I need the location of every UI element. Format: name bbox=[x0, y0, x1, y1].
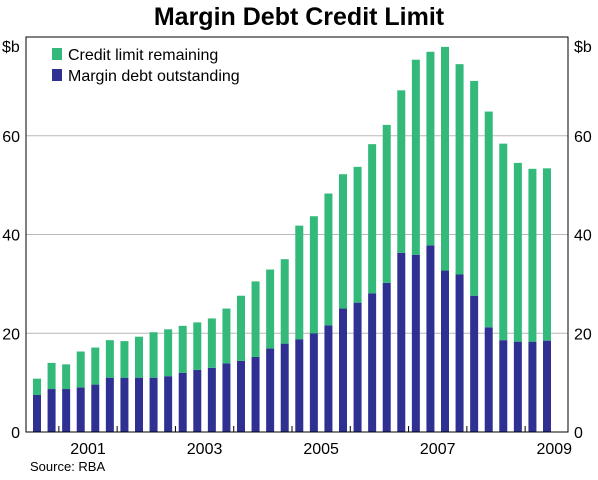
plot-frame bbox=[25, 36, 569, 433]
bar-credit-limit-remaining bbox=[455, 64, 464, 275]
bar-credit-limit-remaining bbox=[543, 168, 551, 341]
tick-labels: 0 0 20 20 40 40 60 60 $b $b 2001 2003 2005 2007 2009 bbox=[2, 39, 592, 458]
bar-credit-limit-remaining bbox=[193, 322, 202, 370]
bar-credit-limit-remaining bbox=[251, 281, 260, 357]
bar-margin-debt-outstanding bbox=[120, 377, 129, 432]
bar-credit-limit-remaining bbox=[62, 364, 71, 390]
bar-credit-limit-remaining bbox=[222, 308, 231, 364]
bar-credit-limit-remaining bbox=[441, 46, 449, 271]
y-unit-left: $b bbox=[2, 39, 20, 56]
y-tick-label-left: 60 bbox=[2, 129, 20, 146]
bar-credit-limit-remaining bbox=[309, 216, 318, 334]
bar-credit-limit-remaining bbox=[47, 362, 56, 390]
y-tick-label-right: 20 bbox=[574, 326, 592, 343]
bar-margin-debt-outstanding bbox=[528, 341, 537, 432]
bar-credit-limit-remaining bbox=[280, 259, 289, 344]
y-tick-label-right: 40 bbox=[574, 228, 592, 245]
bar-credit-limit-remaining bbox=[397, 90, 406, 253]
bars bbox=[33, 46, 551, 432]
y-tick-label-right: 0 bbox=[574, 425, 583, 442]
bar-credit-limit-remaining bbox=[237, 295, 245, 361]
bar-margin-debt-outstanding bbox=[411, 254, 420, 432]
y-unit-right: $b bbox=[574, 39, 592, 56]
bar-credit-limit-remaining bbox=[324, 193, 333, 326]
bar-margin-debt-outstanding bbox=[76, 387, 85, 432]
bar-credit-limit-remaining bbox=[484, 111, 493, 328]
bar-credit-limit-remaining bbox=[426, 51, 435, 246]
bar-margin-debt-outstanding bbox=[470, 295, 479, 432]
y-tick-label-left: 40 bbox=[2, 228, 20, 245]
bar-margin-debt-outstanding bbox=[397, 252, 406, 432]
x-tick-label: 2007 bbox=[420, 441, 456, 458]
bar-margin-debt-outstanding bbox=[499, 340, 508, 432]
y-tick-label-left: 20 bbox=[2, 326, 20, 343]
bar-margin-debt-outstanding bbox=[91, 384, 100, 432]
bar-margin-debt-outstanding bbox=[193, 369, 202, 432]
bar-credit-limit-remaining bbox=[295, 225, 304, 340]
bar-credit-limit-remaining bbox=[382, 124, 391, 283]
y-tick-label-right: 60 bbox=[574, 129, 592, 146]
bar-margin-debt-outstanding bbox=[324, 325, 333, 432]
bar-credit-limit-remaining bbox=[528, 168, 537, 342]
bar-margin-debt-outstanding bbox=[207, 367, 216, 432]
bar-margin-debt-outstanding bbox=[62, 389, 71, 432]
bar-margin-debt-outstanding bbox=[295, 339, 304, 432]
bar-margin-debt-outstanding bbox=[266, 348, 275, 432]
bar-credit-limit-remaining bbox=[470, 80, 479, 296]
bar-margin-debt-outstanding bbox=[280, 343, 289, 432]
x-tick-label: 2009 bbox=[536, 441, 572, 458]
bar-margin-debt-outstanding bbox=[164, 376, 173, 432]
bar-margin-debt-outstanding bbox=[455, 274, 464, 432]
legend-credit-limit-remaining-swatch bbox=[52, 48, 62, 60]
bar-margin-debt-outstanding bbox=[309, 333, 318, 432]
bar-credit-limit-remaining bbox=[135, 336, 143, 378]
bar-credit-limit-remaining bbox=[207, 318, 216, 368]
bar-margin-debt-outstanding bbox=[149, 377, 158, 432]
bar-margin-debt-outstanding bbox=[237, 360, 245, 432]
bar-margin-debt-outstanding bbox=[484, 327, 493, 432]
x-tick-label: 2003 bbox=[187, 441, 223, 458]
bar-credit-limit-remaining bbox=[105, 340, 114, 378]
x-tick-label: 2005 bbox=[303, 441, 339, 458]
bar-credit-limit-remaining bbox=[368, 144, 377, 294]
bar-credit-limit-remaining bbox=[76, 351, 85, 388]
legend: Credit limit remaining Margin debt outsta… bbox=[52, 47, 240, 85]
legend-margin-debt-outstanding-label: Margin debt outstanding bbox=[68, 68, 240, 85]
bar-credit-limit-remaining bbox=[91, 347, 100, 385]
bar-margin-debt-outstanding bbox=[353, 302, 362, 432]
bar-margin-debt-outstanding bbox=[543, 340, 551, 432]
bar-margin-debt-outstanding bbox=[513, 341, 522, 432]
bar-credit-limit-remaining bbox=[164, 329, 173, 377]
bar-credit-limit-remaining bbox=[411, 59, 420, 255]
source-note: Source: RBA bbox=[30, 459, 106, 474]
axes bbox=[25, 36, 569, 433]
bar-credit-limit-remaining bbox=[178, 325, 187, 373]
bar-margin-debt-outstanding bbox=[441, 270, 449, 432]
x-tick-label: 2001 bbox=[70, 441, 106, 458]
bar-margin-debt-outstanding bbox=[105, 377, 114, 432]
bar-margin-debt-outstanding bbox=[339, 308, 347, 432]
bar-credit-limit-remaining bbox=[513, 162, 522, 342]
legend-margin-debt-outstanding-swatch bbox=[52, 69, 62, 81]
bar-margin-debt-outstanding bbox=[135, 377, 143, 432]
bar-margin-debt-outstanding bbox=[47, 389, 56, 432]
bar-credit-limit-remaining bbox=[120, 341, 129, 378]
bar-credit-limit-remaining bbox=[149, 332, 158, 378]
legend-credit-limit-remaining-label: Credit limit remaining bbox=[68, 47, 218, 64]
bar-credit-limit-remaining bbox=[353, 166, 362, 303]
bar-credit-limit-remaining bbox=[499, 143, 508, 341]
bar-margin-debt-outstanding bbox=[33, 394, 41, 432]
bar-credit-limit-remaining bbox=[339, 174, 347, 309]
y-tick-label-left: 0 bbox=[11, 425, 20, 442]
bar-margin-debt-outstanding bbox=[222, 363, 231, 432]
bar-margin-debt-outstanding bbox=[382, 282, 391, 432]
bar-margin-debt-outstanding bbox=[426, 245, 435, 432]
bar-margin-debt-outstanding bbox=[251, 356, 260, 432]
bar-credit-limit-remaining bbox=[33, 378, 41, 395]
chart-title: Margin Debt Credit Limit bbox=[153, 3, 445, 31]
bar-margin-debt-outstanding bbox=[368, 293, 377, 432]
bar-margin-debt-outstanding bbox=[178, 372, 187, 432]
bar-credit-limit-remaining bbox=[266, 269, 275, 349]
